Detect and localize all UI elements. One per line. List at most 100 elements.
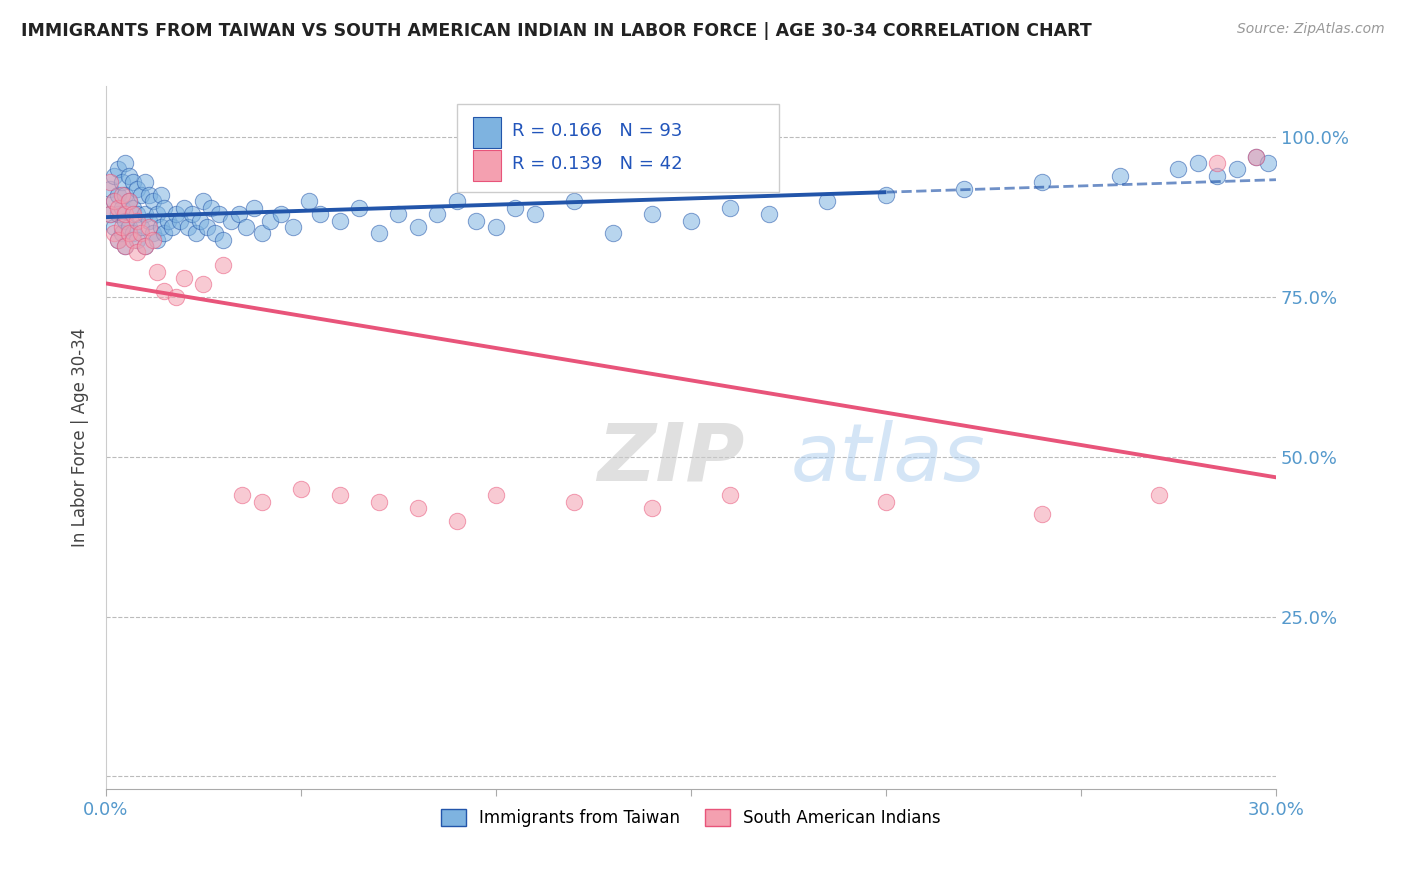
Point bbox=[138, 219, 160, 234]
Point bbox=[718, 488, 741, 502]
Point bbox=[212, 233, 235, 247]
Point bbox=[134, 207, 156, 221]
FancyBboxPatch shape bbox=[457, 104, 779, 192]
Point bbox=[153, 284, 176, 298]
Point bbox=[160, 219, 183, 234]
Point bbox=[118, 227, 141, 241]
Point bbox=[149, 219, 172, 234]
Point bbox=[641, 501, 664, 516]
Point bbox=[243, 201, 266, 215]
Point bbox=[406, 501, 429, 516]
Point bbox=[173, 201, 195, 215]
Point bbox=[1187, 156, 1209, 170]
Point bbox=[1206, 169, 1229, 183]
Point bbox=[153, 227, 176, 241]
Point bbox=[98, 207, 121, 221]
Point bbox=[953, 181, 976, 195]
Point bbox=[446, 514, 468, 528]
Point bbox=[505, 201, 527, 215]
Point bbox=[98, 175, 121, 189]
Point bbox=[193, 277, 215, 292]
Point bbox=[188, 213, 211, 227]
Point bbox=[122, 207, 145, 221]
Point bbox=[118, 194, 141, 209]
Text: atlas: atlas bbox=[790, 420, 986, 498]
Point bbox=[103, 227, 125, 241]
Point bbox=[103, 194, 125, 209]
Point bbox=[1206, 156, 1229, 170]
Point bbox=[149, 188, 172, 202]
Point bbox=[134, 239, 156, 253]
Point bbox=[122, 233, 145, 247]
Point bbox=[153, 201, 176, 215]
Point bbox=[142, 227, 165, 241]
Point bbox=[875, 188, 897, 202]
Point bbox=[875, 494, 897, 508]
Point bbox=[107, 233, 129, 247]
Text: IMMIGRANTS FROM TAIWAN VS SOUTH AMERICAN INDIAN IN LABOR FORCE | AGE 30-34 CORRE: IMMIGRANTS FROM TAIWAN VS SOUTH AMERICAN… bbox=[21, 22, 1092, 40]
Point bbox=[127, 245, 149, 260]
Point bbox=[138, 213, 160, 227]
FancyBboxPatch shape bbox=[474, 150, 502, 180]
Point bbox=[329, 213, 352, 227]
Point bbox=[129, 227, 152, 241]
Point bbox=[138, 188, 160, 202]
Point bbox=[145, 233, 167, 247]
Point bbox=[204, 227, 226, 241]
Point bbox=[368, 494, 391, 508]
Point bbox=[110, 188, 132, 202]
Point bbox=[129, 188, 152, 202]
Point bbox=[157, 213, 180, 227]
Point bbox=[485, 488, 508, 502]
Point bbox=[114, 239, 136, 253]
Legend: Immigrants from Taiwan, South American Indians: Immigrants from Taiwan, South American I… bbox=[434, 802, 948, 834]
Point bbox=[329, 488, 352, 502]
Text: R = 0.139   N = 42: R = 0.139 N = 42 bbox=[512, 154, 682, 173]
Point bbox=[110, 219, 132, 234]
Point bbox=[465, 213, 488, 227]
Text: ZIP: ZIP bbox=[598, 420, 745, 498]
Point bbox=[290, 482, 312, 496]
Point bbox=[1257, 156, 1279, 170]
Point bbox=[349, 201, 371, 215]
Point bbox=[114, 188, 136, 202]
Point bbox=[103, 169, 125, 183]
Point bbox=[110, 175, 132, 189]
Point bbox=[562, 194, 585, 209]
FancyBboxPatch shape bbox=[474, 117, 502, 148]
Point bbox=[718, 201, 741, 215]
Point bbox=[145, 265, 167, 279]
Point bbox=[114, 239, 136, 253]
Point bbox=[1031, 175, 1053, 189]
Point bbox=[259, 213, 281, 227]
Point bbox=[281, 219, 304, 234]
Point bbox=[98, 207, 121, 221]
Point bbox=[485, 219, 508, 234]
Point bbox=[118, 219, 141, 234]
Point bbox=[193, 194, 215, 209]
Point bbox=[110, 227, 132, 241]
Point bbox=[107, 233, 129, 247]
Y-axis label: In Labor Force | Age 30-34: In Labor Force | Age 30-34 bbox=[72, 328, 89, 548]
Point bbox=[387, 207, 409, 221]
Point bbox=[122, 201, 145, 215]
Point bbox=[177, 219, 200, 234]
Point bbox=[127, 213, 149, 227]
Point bbox=[107, 207, 129, 221]
Point bbox=[127, 181, 149, 195]
Point bbox=[562, 494, 585, 508]
Point bbox=[270, 207, 292, 221]
Point bbox=[208, 207, 231, 221]
Point bbox=[169, 213, 191, 227]
Point bbox=[1246, 150, 1268, 164]
Point bbox=[107, 188, 129, 202]
Point bbox=[165, 207, 187, 221]
Point bbox=[180, 207, 202, 221]
Point bbox=[1226, 162, 1249, 177]
Point bbox=[127, 207, 149, 221]
Point bbox=[228, 207, 250, 221]
Point bbox=[309, 207, 332, 221]
Point bbox=[235, 219, 257, 234]
Point bbox=[103, 219, 125, 234]
Point bbox=[103, 194, 125, 209]
